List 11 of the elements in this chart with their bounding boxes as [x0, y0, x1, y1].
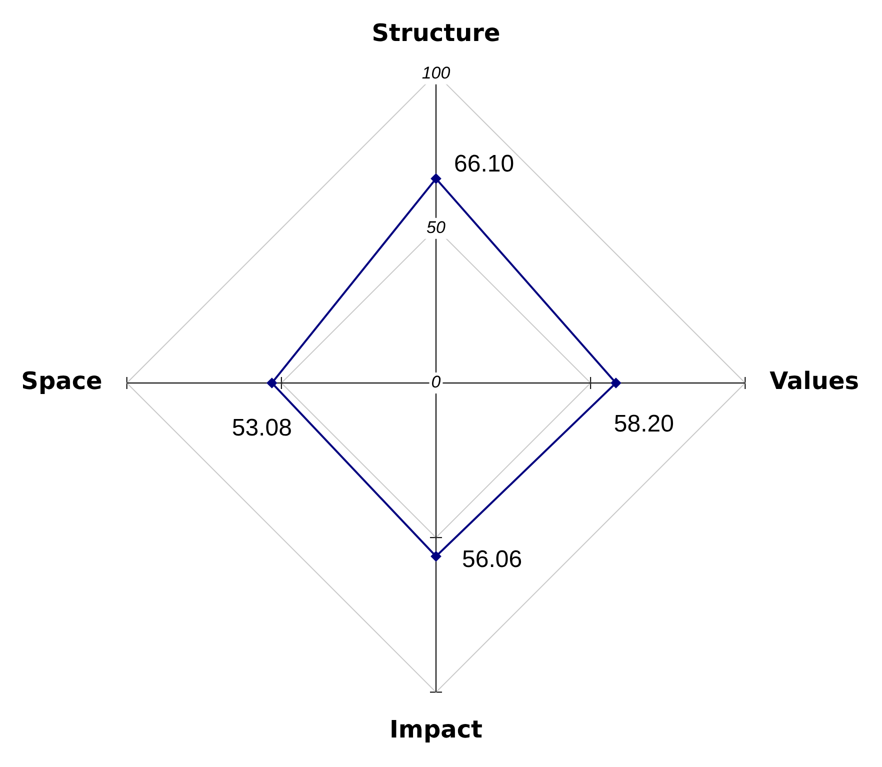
data-label: 58.20	[614, 410, 674, 438]
data-label: 56.06	[462, 546, 522, 573]
spoke-label: Values	[770, 367, 860, 396]
y-tick-label: 50	[426, 218, 446, 238]
data-label: 66.10	[454, 150, 514, 178]
y-tick-label: 0	[431, 372, 442, 392]
spoke-label: Space	[21, 367, 102, 396]
y-tick-label: 100	[422, 64, 451, 83]
spoke-label: Impact	[389, 715, 483, 744]
data-label: 53.08	[232, 414, 292, 442]
spoke-label: Structure	[372, 19, 500, 48]
